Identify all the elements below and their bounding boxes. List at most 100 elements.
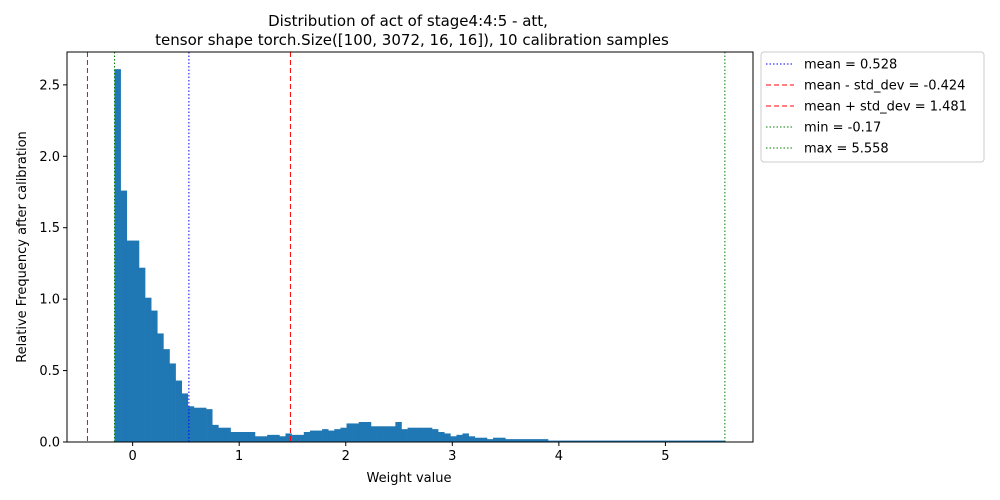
histogram-bar (633, 440, 640, 442)
histogram-bar (291, 434, 298, 442)
histogram-bar (480, 437, 488, 442)
histogram-bar (212, 424, 219, 442)
histogram-bar (242, 432, 250, 442)
histogram-bar (138, 267, 146, 442)
histogram-bar (444, 433, 451, 442)
histogram-bar (236, 432, 244, 442)
histogram-bar (602, 440, 610, 442)
histogram-bar (578, 440, 585, 442)
histogram-bar (218, 427, 225, 442)
histogram-bar (328, 430, 335, 442)
histogram-bar (462, 433, 469, 442)
plot-frame (66, 51, 754, 443)
histogram-bar (309, 430, 317, 442)
histogram-bar (438, 432, 445, 442)
histogram-bar (548, 440, 555, 442)
x-tick-label: 2 (342, 449, 350, 464)
histogram-bar (157, 333, 164, 442)
x-tick-label: 1 (235, 449, 243, 464)
histogram-bar (126, 240, 134, 442)
histogram-bar (682, 440, 689, 442)
histogram-bar (456, 434, 463, 442)
histogram-bar (401, 429, 408, 442)
histogram-bar (346, 423, 353, 442)
histogram-bar (297, 434, 305, 442)
histogram-bar (352, 423, 360, 442)
histogram-bar (706, 440, 714, 442)
histogram-bar (181, 393, 189, 442)
histogram-bar (554, 440, 561, 442)
histogram-bar (688, 440, 695, 442)
histogram-bar (560, 440, 567, 442)
histogram-bar (572, 440, 579, 442)
legend-label: mean - std_dev = -0.424 (804, 79, 965, 94)
histogram-bar (254, 436, 262, 442)
histogram-bar (529, 439, 537, 442)
histogram-bar (206, 409, 213, 442)
histogram-bar (657, 440, 665, 442)
histogram-bar (370, 426, 378, 442)
y-tick-label: 2.5 (39, 78, 60, 93)
histogram-bar (151, 310, 158, 442)
legend: mean = 0.528 mean - std_dev = -0.424 mean … (760, 51, 985, 163)
histogram-bar (584, 440, 592, 442)
histogram-bar (285, 433, 292, 442)
reference-lines (86, 52, 726, 442)
histogram-bar (187, 406, 195, 442)
histogram-bar (676, 440, 683, 442)
histogram-bar (316, 430, 323, 442)
histogram-bar (358, 422, 366, 442)
histogram-bar (407, 427, 414, 442)
histogram-bar (566, 440, 573, 442)
histogram-bar (615, 440, 622, 442)
histogram-bar (340, 427, 347, 442)
histogram-bar (364, 422, 372, 442)
histogram-bar (486, 439, 494, 442)
chart-title-line-2: tensor shape torch.Size([100, 3072, 16, … (155, 31, 669, 49)
histogram-bar (499, 437, 506, 442)
histogram-bar (523, 439, 531, 442)
histogram-bar (505, 439, 512, 442)
histogram-bar (450, 436, 457, 442)
histogram-bar (383, 426, 390, 442)
y-axis-ticks: 0.0 0.5 1.0 1.5 2.0 2.5 (39, 78, 67, 451)
legend-label: min = -0.17 (804, 121, 881, 136)
histogram-bar (261, 436, 268, 442)
histogram-bar (132, 240, 140, 442)
histogram-bar (474, 437, 482, 442)
y-axis-label: Relative Frequency after calibration (15, 131, 30, 363)
histogram-bar (389, 426, 396, 442)
histogram-bar (651, 440, 659, 442)
histogram-bar (395, 422, 402, 442)
histogram-bar (267, 434, 274, 442)
histogram-bar (145, 297, 152, 442)
histogram-bar (712, 440, 720, 442)
histogram-bar (163, 349, 170, 442)
histogram-bar (541, 439, 549, 442)
histogram-bar (639, 440, 647, 442)
y-tick-label: 0.5 (39, 364, 60, 379)
histogram-bar (627, 440, 634, 442)
histogram-bar (413, 427, 421, 442)
x-tick-label: 5 (661, 449, 669, 464)
histogram-bar (670, 440, 677, 442)
x-tick-label: 3 (448, 449, 456, 464)
legend-label: mean + std_dev = 1.481 (804, 100, 967, 115)
histogram-bar (700, 440, 708, 442)
histogram-bar (621, 440, 628, 442)
histogram-bar (193, 407, 201, 442)
histogram-bar (590, 440, 598, 442)
x-axis-ticks: 0 1 2 3 4 5 (128, 442, 670, 464)
histogram-bar (517, 439, 524, 442)
histogram-bar (596, 440, 604, 442)
histogram-bar (169, 363, 176, 442)
histogram-bar (645, 440, 653, 442)
histogram-bar (175, 380, 182, 442)
x-axis-label: Weight value (367, 471, 452, 486)
y-tick-label: 2.0 (39, 150, 60, 165)
histogram-bar (535, 439, 543, 442)
y-tick-label: 0.0 (39, 436, 60, 451)
histogram-bar (425, 427, 433, 442)
legend-frame (760, 51, 985, 163)
